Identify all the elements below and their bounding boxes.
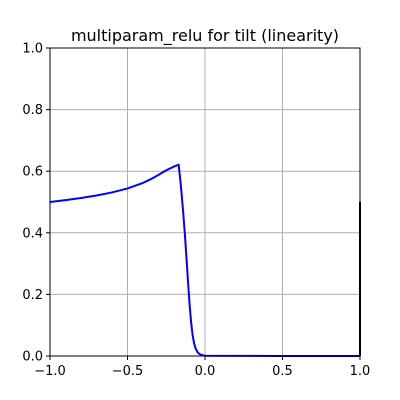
chart-title: multiparam_relu for tilt (linearity) <box>71 26 339 46</box>
y-tick-label: 0.8 <box>22 103 43 118</box>
x-tick-label: −1.0 <box>34 364 66 379</box>
x-tick-label: −0.5 <box>112 364 144 379</box>
x-tick-label: 0.5 <box>272 364 293 379</box>
y-tick-label: 0.0 <box>22 350 43 365</box>
series-line-0 <box>49 163 360 357</box>
axis-ticks: −1.0 −0.5 0.0 0.5 1.0 0.0 0.2 0.4 0.6 0.8 1.0 <box>22 42 370 380</box>
x-tick-label: 1.0 <box>350 364 371 379</box>
x-tick-label: 0.0 <box>195 364 216 379</box>
y-tick-label: 0.6 <box>22 165 43 180</box>
y-tick-label: 0.2 <box>22 288 43 303</box>
y-tick-label: 1.0 <box>22 42 43 57</box>
plot-frame <box>49 47 361 357</box>
y-tick-label: 0.4 <box>22 226 43 241</box>
